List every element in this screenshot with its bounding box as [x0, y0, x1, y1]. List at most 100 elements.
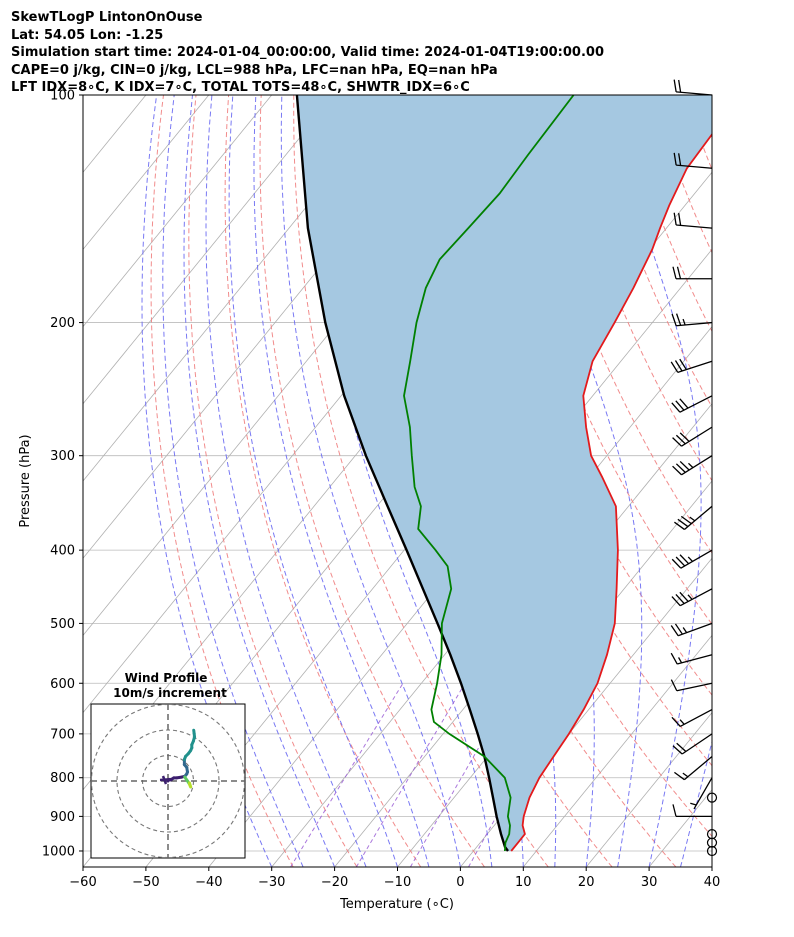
barb-feather — [673, 152, 677, 166]
stability-indices-2: LFT IDX=8∘C, K IDX=7∘C, TOTAL TOTS=48∘C,… — [11, 80, 470, 95]
barb-feather — [671, 596, 681, 607]
isotherm — [83, 95, 84, 96]
y-tick-label: 700 — [50, 727, 75, 742]
wind-barb — [673, 79, 713, 96]
dry-adiabat — [651, 95, 712, 254]
isotherm — [711, 866, 712, 867]
wind-barb — [674, 756, 713, 781]
x-tick-label: 20 — [578, 875, 595, 890]
barb-feather — [672, 804, 677, 817]
x-tick-label: −60 — [69, 875, 96, 890]
barb-half-feather — [690, 802, 697, 806]
y-tick-label: 300 — [50, 449, 75, 464]
wind-barb — [670, 652, 713, 665]
y-tick-label: 800 — [50, 771, 75, 786]
barb-shaft — [680, 549, 713, 569]
y-tick-label: 100 — [50, 89, 75, 104]
isotherm — [83, 95, 273, 328]
wind-barb — [690, 777, 713, 810]
barb-feather — [674, 360, 683, 372]
barb-feather — [675, 593, 685, 605]
wind-barb — [670, 358, 713, 373]
wind-barbs — [670, 79, 718, 857]
barb-shaft — [676, 682, 713, 692]
barb-feather — [679, 460, 690, 471]
barb-shaft — [679, 395, 713, 413]
moist-adiabat — [228, 95, 398, 867]
barb-feather — [679, 432, 690, 442]
barb-shaft — [677, 360, 713, 373]
barb-half-feather — [682, 772, 689, 778]
barb-shaft — [681, 426, 713, 447]
moist-adiabat — [711, 865, 712, 867]
barb-feather — [673, 79, 677, 92]
barb-feather — [676, 266, 682, 279]
wind-barb — [671, 549, 713, 569]
dewpoint-profile-line — [403, 95, 575, 852]
barb-shaft — [676, 164, 713, 169]
barb-feather — [673, 212, 677, 226]
dry-adiabat — [750, 95, 794, 867]
moist-adiabat — [162, 95, 304, 867]
barb-feather — [679, 398, 689, 409]
barb-feather — [672, 266, 677, 279]
barb-half-feather — [687, 556, 693, 562]
barb-feather — [671, 558, 682, 569]
barb-feather — [671, 313, 677, 326]
barb-feather — [674, 623, 683, 635]
barb-feather — [677, 518, 689, 528]
isotherm — [522, 634, 712, 867]
wind-barb — [671, 588, 713, 607]
moist-adiabat — [183, 95, 336, 867]
wind-barb — [672, 804, 712, 818]
barb-feather — [678, 153, 682, 166]
simulation-time-info: Simulation start time: 2024-01-04_00:00:… — [11, 45, 604, 60]
barb-feather — [679, 591, 689, 602]
barb-feather — [671, 716, 681, 727]
barb-feather — [675, 400, 685, 411]
location-info: Lat: 54.05 Lon: -1.25 — [11, 27, 164, 43]
wind-barb — [670, 622, 713, 637]
wind-barb — [674, 505, 713, 530]
isotherm — [334, 403, 712, 867]
cape-cin-fill — [296, 95, 712, 851]
wind-barb — [672, 455, 713, 476]
barb-feather — [670, 361, 679, 373]
stable-area-fill — [296, 95, 712, 851]
hodograph-surface-cluster — [159, 775, 174, 785]
wind-barb — [671, 395, 713, 413]
wind-barb — [672, 266, 712, 280]
barb-feather — [670, 679, 678, 692]
barb-feather — [670, 652, 678, 665]
x-tick-label: −30 — [258, 875, 285, 890]
wind-barb — [672, 733, 713, 755]
wind-barb — [673, 212, 713, 229]
axes: −60 −50 −40 −30 −20 −10 0 10 20 30 40 1000 900 800 700… — [42, 89, 720, 891]
mixing-ratio-line — [290, 683, 404, 867]
barb-half-feather — [688, 462, 694, 469]
barb-shaft — [681, 455, 713, 476]
stability-indices-1: CAPE=0 j/kg, CIN=0 j/kg, LCL=988 hPa, LF… — [11, 62, 498, 78]
y-axis-label: Pressure (hPa) — [18, 434, 33, 527]
dry-adiabat — [259, 95, 485, 867]
y-tick-label: 1000 — [42, 844, 75, 859]
isotherm — [585, 711, 712, 867]
dry-adiabat — [521, 95, 712, 554]
moist-adiabat — [253, 95, 430, 867]
dry-adiabat — [684, 95, 712, 171]
barb-feather — [679, 554, 690, 565]
barb-feather — [672, 745, 683, 755]
barb-feather — [675, 313, 682, 326]
wind-barb — [673, 152, 713, 169]
y-tick-label: 200 — [50, 316, 75, 331]
barb-shaft — [684, 505, 713, 530]
barb-shaft — [676, 91, 713, 96]
moist-adiabat — [513, 95, 643, 867]
wind-barb — [670, 679, 713, 692]
barb-half-feather — [679, 719, 685, 725]
parcel-profile-line — [295, 95, 509, 852]
x-axis-label: Temperature (∘C) — [339, 897, 454, 912]
barb-feather — [678, 213, 682, 226]
wind-barb — [671, 313, 713, 327]
